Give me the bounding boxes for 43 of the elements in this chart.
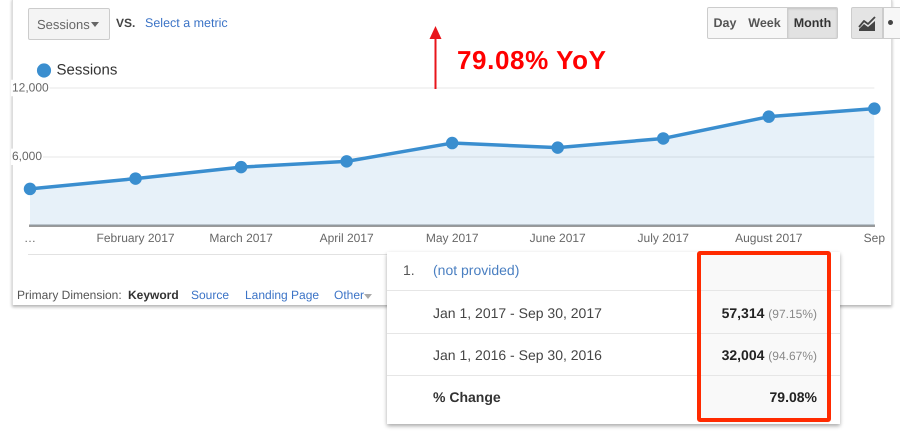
point [446,136,458,150]
x-tick-label: February 2017 [96,231,175,246]
point [551,141,564,154]
text: Other [334,288,364,302]
x-tick-label: May 2017 [426,231,479,246]
y-tick-label: 6,000 [12,149,42,164]
text: % Change [433,389,501,405]
button: Month [788,7,838,39]
x-tick-label: March 2017 [209,231,274,246]
text: Source [191,288,230,302]
text: 32,004 [722,347,764,363]
text: Select a metric [145,16,228,30]
point [340,155,353,168]
x-tick-label: August 2017 [735,231,803,246]
button: Day [707,7,743,39]
x-tick-label: July 2017 [638,231,690,246]
x-tick-label: April 2017 [320,231,374,246]
text: 79.08% [770,389,817,405]
legend-label: Sessions [56,62,118,79]
text: Landing Page [245,288,320,302]
x-tick-label: Sep [864,231,886,246]
y-tick-label: 12,000 [12,80,50,94]
text: VS. [116,16,136,30]
point [656,132,670,145]
text: Jan 1, 2016 - Sep 30, 2016 [433,347,602,363]
x-tick-label: June 2017 [530,231,586,246]
x-tick-label: … [24,231,36,246]
text: (94.67%) [768,349,817,363]
text: Jan 1, 2017 - Sep 30, 2017 [433,305,602,321]
text: (not provided) [433,262,520,278]
point [129,172,142,185]
text: Primary Dimension: [17,288,122,302]
dropdown: Sessions [28,8,110,40]
text: 1. [403,262,415,278]
point [234,160,248,174]
text: 57,314 [722,305,764,321]
text: 79.08% YoY [457,45,607,76]
text: (97.15%) [768,307,817,321]
point [868,102,881,115]
point [762,110,776,123]
point [24,182,36,196]
button: Week [742,7,788,39]
text: Keyword [128,288,179,302]
